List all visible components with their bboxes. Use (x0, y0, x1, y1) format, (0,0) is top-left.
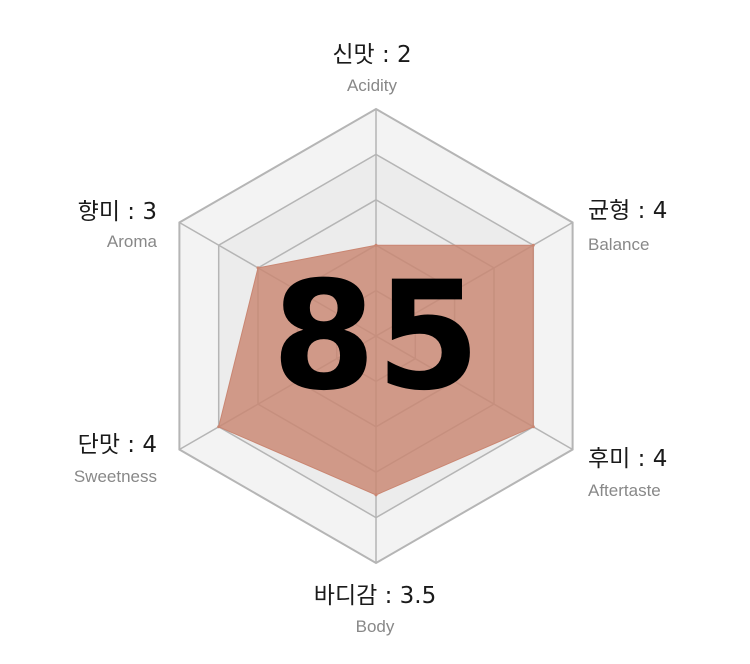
axis-sublabel-body: Body (356, 617, 395, 636)
data-point-aroma (256, 266, 260, 270)
axis-label-aroma: 향미 : 3 (78, 199, 157, 225)
data-point-balance (531, 243, 535, 247)
data-point-aftertaste (531, 425, 535, 429)
axis-label-sweetness: 단맛 : 4 (78, 432, 157, 458)
data-point-sweetness (217, 425, 221, 429)
axis-sublabel-sweetness: Sweetness (74, 467, 157, 486)
axis-sublabel-aftertaste: Aftertaste (588, 481, 661, 500)
axis-label-aftertaste: 후미 : 4 (588, 446, 667, 472)
axis-label-balance: 균형 : 4 (588, 198, 667, 224)
data-point-body (374, 493, 378, 497)
axis-sublabel-balance: Balance (588, 235, 649, 254)
data-point-acidity (374, 243, 378, 247)
axis-sublabel-aroma: Aroma (107, 232, 158, 251)
axis-sublabel-acidity: Acidity (347, 76, 398, 95)
axis-label-body: 바디감 : 3.5 (314, 583, 436, 609)
axis-label-acidity: 신맛 : 2 (332, 42, 411, 68)
total-score: 85 (272, 250, 481, 424)
